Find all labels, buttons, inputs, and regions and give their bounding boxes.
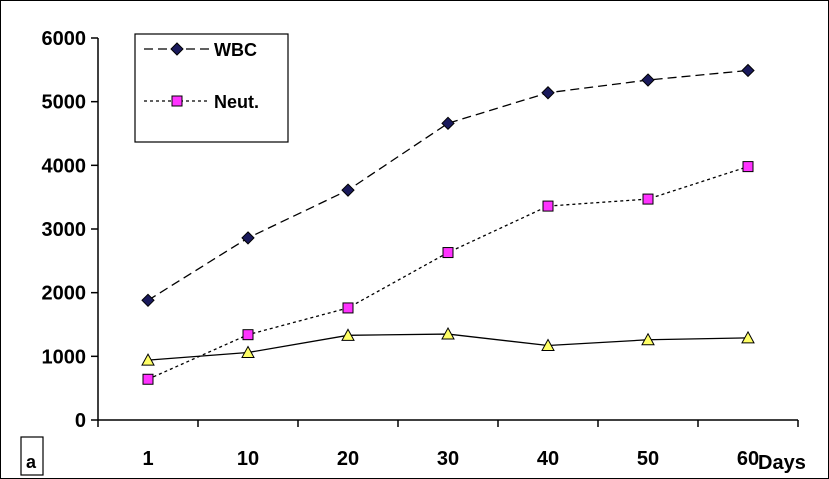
data-point (241, 345, 255, 359)
data-point (441, 116, 455, 131)
series-wbc (141, 63, 755, 308)
x-tick-label: 60 (737, 448, 759, 470)
series-series3 (141, 327, 755, 366)
series-neut (142, 161, 754, 385)
y-tick-label: 4000 (42, 155, 87, 177)
data-point (641, 332, 655, 346)
series-layer (141, 63, 755, 385)
legend-label: Neut. (214, 92, 259, 112)
panel-label-frame (20, 436, 44, 476)
x-tick-label: 1 (142, 448, 153, 470)
y-tick-label: 1000 (42, 346, 87, 368)
legend-label: WBC (214, 40, 257, 60)
data-point (741, 63, 755, 78)
panel-label-box: a (20, 436, 44, 476)
data-point (341, 183, 355, 197)
legend-marker (171, 95, 183, 107)
data-point (542, 200, 554, 212)
y-tick-label: 5000 (42, 92, 87, 114)
legend-box (134, 33, 289, 143)
y-tick-label: 3000 (42, 219, 87, 241)
data-point (641, 73, 655, 87)
data-point (241, 231, 255, 245)
legend-marker (170, 42, 184, 56)
panel-label: a (26, 452, 37, 472)
data-point (541, 86, 555, 100)
x-tick-label: 50 (637, 448, 659, 470)
x-axis-label: Days (758, 452, 806, 474)
x-tick-label: 30 (437, 448, 459, 470)
data-point (242, 329, 254, 341)
data-point (441, 327, 455, 340)
data-point (741, 330, 755, 344)
y-tick-label: 0 (75, 410, 86, 432)
x-tick-label: 10 (237, 448, 259, 470)
data-point (142, 373, 154, 385)
legend: WBC Neut. (134, 33, 289, 143)
data-point (442, 247, 454, 259)
y-tick-label: 2000 (42, 283, 87, 305)
y-tick-label: 6000 (42, 28, 87, 50)
data-point (141, 353, 155, 366)
data-point (141, 293, 155, 308)
x-tick-label: 20 (337, 448, 359, 470)
data-point (342, 302, 354, 314)
data-point (642, 193, 654, 205)
x-tick-label: 40 (537, 448, 559, 470)
data-point (341, 328, 355, 341)
data-point (742, 161, 754, 173)
data-point (541, 338, 555, 352)
axes: 0 1000 2000 3000 4000 5000 6000 1 10 20 30 40 50 60Da… (42, 28, 806, 474)
